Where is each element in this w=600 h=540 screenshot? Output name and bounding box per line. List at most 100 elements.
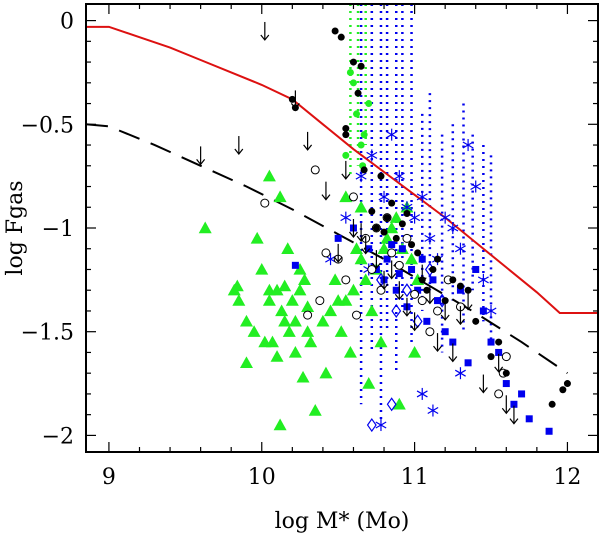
green-triangle-point [278, 279, 292, 292]
black-dot-point [449, 276, 457, 284]
black-dot-point [360, 166, 368, 174]
x-axis-label: log M* (Mo) [275, 509, 410, 534]
blue-square-point [414, 286, 422, 294]
open-circle-point [394, 260, 404, 270]
blue-square-point [372, 265, 380, 273]
blue-square-point [502, 380, 510, 388]
blue-square-point [383, 255, 391, 263]
blue-square-point [472, 265, 480, 273]
green-triangle-point [354, 200, 368, 213]
upper-limit-arrow [410, 312, 420, 332]
open-circle-point [303, 310, 313, 320]
green-triangle-point [301, 300, 315, 313]
upper-limit-arrow [260, 21, 270, 41]
green-triangle-point [239, 356, 253, 369]
x-tick-label: 9 [102, 465, 116, 490]
green-triangle-point [385, 221, 399, 234]
open-circle-point [425, 327, 435, 337]
y-tick-label: 0 [60, 10, 74, 35]
blue-star-point [366, 149, 378, 162]
black-dot-point [563, 380, 571, 388]
green-dot-point [349, 79, 357, 87]
blue-star-point [378, 190, 390, 203]
open-circle-point [387, 248, 397, 258]
green-triangle-point [362, 377, 376, 389]
open-circle-point [310, 165, 320, 175]
green-triangle-point [301, 325, 315, 337]
upper-limit-arrow [394, 281, 404, 301]
plot-frame [85, 3, 599, 453]
upper-limit-arrow [448, 343, 458, 363]
black-dot-point [408, 241, 416, 249]
blue-square-point [423, 317, 431, 325]
blue-star-point [427, 404, 439, 417]
green-dot-point [353, 110, 361, 118]
green-triangle-point [405, 252, 419, 265]
upper-limit-arrow [440, 301, 450, 321]
green-triangle-point [262, 294, 276, 306]
green-triangle-point [408, 345, 422, 358]
open-circle-point [494, 389, 504, 399]
blue-square-point [487, 338, 495, 346]
green-triangle-point [354, 252, 368, 265]
upper-limit-arrow [402, 297, 412, 317]
black-dot-point [288, 95, 296, 103]
black-dot-point [388, 199, 396, 207]
green-triangle-point [339, 190, 353, 203]
red-model-curve [86, 25, 598, 315]
upper-limit-arrow [455, 306, 465, 326]
blue-star-point [416, 387, 428, 400]
blue-square-point [334, 234, 342, 242]
green-dot-point [342, 151, 350, 159]
blue-star-point [439, 211, 451, 224]
black-dot-point [414, 249, 422, 257]
green-triangle-point [230, 279, 244, 292]
green-triangle-point [288, 345, 302, 358]
upper-limit-arrow [196, 146, 206, 166]
black-dot-point [464, 286, 472, 294]
blue-star-point [485, 304, 497, 317]
black-dot-point [392, 234, 400, 242]
upper-limit-arrow [387, 260, 397, 280]
y-tick-label: −2 [42, 424, 74, 449]
green-triangle-point [319, 366, 333, 379]
black-dot-point [342, 131, 350, 139]
upper-limit-arrow [494, 353, 504, 373]
green-triangle-point [232, 294, 246, 306]
green-triangle-point [278, 314, 292, 327]
open-circle-point [410, 289, 420, 299]
y-tick-label: −1.5 [21, 321, 74, 346]
black-dot-point [502, 369, 510, 377]
blue-square-point [464, 359, 472, 367]
black-dot-point [349, 58, 357, 66]
blue-square-point [545, 427, 553, 435]
blue-star-point [447, 222, 459, 234]
blue-square-point [365, 245, 373, 253]
data-points [196, 21, 571, 435]
green-triangle-point [359, 273, 373, 286]
open-circle-point [367, 264, 377, 274]
black-dot-point [357, 62, 365, 70]
blue-square-point [392, 286, 400, 294]
green-triangle-point [247, 325, 261, 337]
upper-limit-arrow [509, 405, 519, 425]
black-dot-point [354, 89, 362, 97]
green-triangle-point [239, 314, 253, 327]
green-triangle-point [273, 418, 287, 431]
black-dot-point [548, 400, 556, 408]
green-triangle-point [346, 283, 360, 296]
green-triangle-point [377, 242, 391, 254]
blue-square-point [395, 270, 403, 278]
green-triangle-point [273, 190, 287, 203]
green-triangle-point [389, 211, 403, 223]
blue-square-point [388, 241, 396, 249]
green-triangle-point [365, 304, 379, 317]
blue-square-point [479, 307, 487, 315]
black-dot-point [487, 353, 495, 361]
blue-star-point [409, 211, 421, 224]
open-circle-point [352, 310, 362, 320]
blue-star-point [386, 128, 398, 141]
upper-limit-arrow [501, 395, 511, 415]
green-triangle-point [304, 335, 318, 348]
blue-square-point [525, 415, 533, 423]
